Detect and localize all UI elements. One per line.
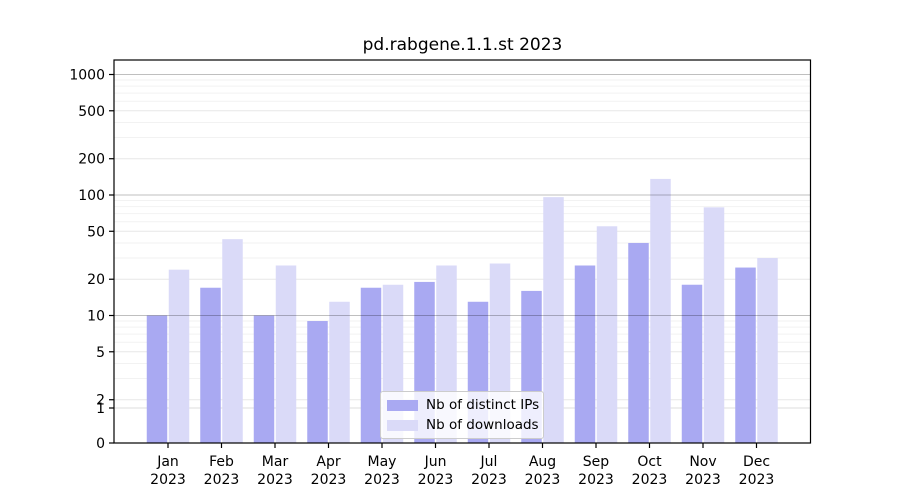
bar-ips-Oct-2023 [628,242,649,443]
x-tick-label-Sep-2023: Sep 2023 [578,454,614,488]
legend-label-distinct-ips: Nb of distinct IPs [426,397,540,413]
x-tick-label-Jul-2023: Jul 2023 [471,454,507,488]
y-tick-label-1000: 1000 [69,68,105,84]
y-tick-label-20: 20 [87,272,105,288]
bar-downloads-Sep-2023 [596,226,618,443]
x-tick-label-Apr-2023: Apr 2023 [311,454,347,488]
chart-title: pd.rabgene.1.1.st 2023 [362,35,563,55]
y-tick-label-200: 200 [78,152,105,168]
bar-ips-Jan-2023 [146,315,168,443]
bar-ips-Mar-2023 [253,315,275,443]
bar-downloads-Dec-2023 [757,258,778,443]
bar-ips-Apr-2023 [307,321,328,443]
y-tick-label-1: 1 [96,401,105,417]
x-tick-label-Mar-2023: Mar 2023 [257,454,293,488]
x-tick-label-Jun-2023: Jun 2023 [418,454,454,488]
y-tick-label-0: 0 [96,436,105,452]
x-tick-label-May-2023: May 2023 [364,454,400,488]
bar-downloads-Nov-2023 [703,207,725,443]
legend-label-downloads: Nb of downloads [426,417,539,433]
bar-ips-May-2023 [360,287,382,443]
x-tick-label-Feb-2023: Feb 2023 [204,454,240,488]
legend-item-downloads: Nb of downloads [387,417,539,433]
chart-legend: Nb of distinct IPs Nb of downloads [380,391,544,439]
bar-downloads-Oct-2023 [650,178,671,443]
y-tick-label-100: 100 [78,188,105,204]
y-tick-label-2: 2 [96,393,105,409]
y-tick-label-500: 500 [78,104,105,120]
bar-downloads-Feb-2023 [222,239,243,443]
y-tick-label-50: 50 [87,224,105,240]
x-tick-label-Aug-2023: Aug 2023 [525,454,561,488]
bar-downloads-Mar-2023 [275,265,297,443]
x-tick-label-Oct-2023: Oct 2023 [632,454,668,488]
x-tick-label-Jan-2023: Jan 2023 [150,454,186,488]
x-tick-label-Dec-2023: Dec 2023 [739,454,775,488]
legend-swatch-distinct-ips [387,399,418,411]
x-tick-label-Nov-2023: Nov 2023 [685,454,721,488]
bar-ips-Feb-2023 [200,287,221,443]
legend-item-distinct-ips: Nb of distinct IPs [387,397,540,413]
legend-swatch-downloads [387,419,418,431]
bar-downloads-Jan-2023 [168,269,190,443]
bar-ips-Dec-2023 [735,267,756,443]
y-tick-label-5: 5 [96,345,105,361]
bar-ips-Nov-2023 [681,284,703,443]
plot-frame [113,59,812,444]
bar-downloads-Aug-2023 [543,197,564,443]
bar-ips-Sep-2023 [574,265,596,443]
y-tick-label-10: 10 [87,309,105,325]
bar-downloads-Apr-2023 [329,301,350,443]
